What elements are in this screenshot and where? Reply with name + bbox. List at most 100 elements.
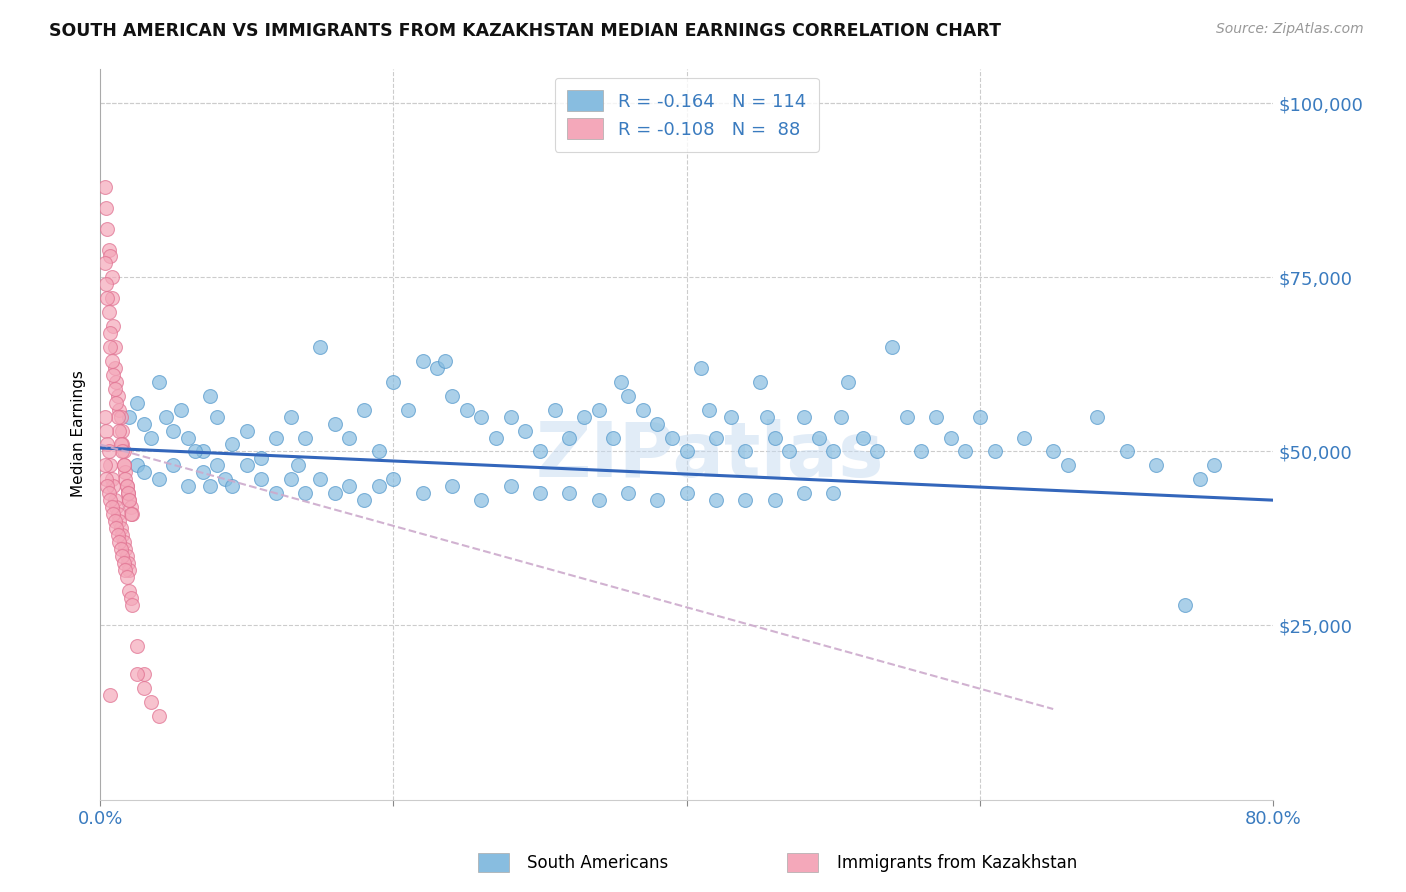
Point [125, 667, 148, 681]
Point [280, 409, 302, 424]
Point [134, 681, 156, 695]
Point [117, 486, 139, 500]
Text: Immigrants from Kazakhstan: Immigrants from Kazakhstan [837, 854, 1077, 871]
Point [101, 500, 124, 515]
Point [101, 270, 124, 285]
Point [198, 479, 221, 493]
Point [939, 430, 962, 444]
Point [793, 409, 815, 424]
Point [94, 472, 117, 486]
Point [112, 444, 135, 458]
Legend: R = -0.164   N = 114, R = -0.108   N =  88: R = -0.164 N = 114, R = -0.108 N = 88 [554, 78, 818, 152]
Point [823, 444, 845, 458]
Point [1012, 430, 1035, 444]
Point [807, 430, 830, 444]
Point [115, 479, 138, 493]
Point [100, 688, 122, 702]
Point [264, 430, 287, 444]
Point [852, 430, 875, 444]
Point [97, 305, 120, 319]
Point [118, 583, 141, 598]
Point [100, 493, 122, 508]
Point [499, 409, 522, 424]
Text: Source: ZipAtlas.com: Source: ZipAtlas.com [1216, 22, 1364, 37]
Point [617, 389, 640, 403]
Point [470, 409, 492, 424]
Point [118, 563, 141, 577]
Point [558, 430, 581, 444]
Point [734, 444, 756, 458]
Point [207, 458, 229, 473]
Point [184, 444, 207, 458]
Point [294, 430, 316, 444]
Point [114, 472, 136, 486]
Point [118, 493, 141, 508]
Point [96, 221, 118, 235]
Text: South Americans: South Americans [527, 854, 668, 871]
Point [704, 493, 727, 508]
Point [631, 402, 654, 417]
Point [97, 243, 120, 257]
Point [441, 479, 464, 493]
Point [110, 437, 132, 451]
Point [120, 591, 142, 605]
Point [100, 458, 122, 473]
Point [441, 389, 464, 403]
Point [103, 507, 125, 521]
Point [866, 444, 889, 458]
Point [111, 437, 134, 451]
Point [367, 479, 389, 493]
Point [339, 479, 361, 493]
Point [107, 409, 129, 424]
Text: SOUTH AMERICAN VS IMMIGRANTS FROM KAZAKHSTAN MEDIAN EARNINGS CORRELATION CHART: SOUTH AMERICAN VS IMMIGRANTS FROM KAZAKH… [49, 22, 1001, 40]
Point [1144, 458, 1167, 473]
Point [367, 444, 389, 458]
Point [103, 368, 125, 382]
Point [103, 479, 125, 493]
Point [720, 409, 742, 424]
Point [880, 340, 903, 354]
Point [94, 424, 117, 438]
Point [107, 528, 129, 542]
Point [93, 458, 115, 473]
Point [221, 479, 243, 493]
Point [191, 465, 214, 479]
Point [93, 179, 115, 194]
Point [94, 201, 117, 215]
Y-axis label: Median Earnings: Median Earnings [72, 370, 86, 498]
Point [104, 514, 127, 528]
Point [108, 514, 131, 528]
Point [602, 430, 624, 444]
Point [112, 458, 135, 473]
Point [101, 291, 124, 305]
Point [93, 256, 115, 270]
Point [823, 486, 845, 500]
Point [117, 556, 139, 570]
Point [110, 541, 132, 556]
Point [412, 486, 434, 500]
Point [107, 507, 129, 521]
Point [214, 472, 236, 486]
Point [104, 360, 127, 375]
Point [704, 430, 727, 444]
Point [114, 563, 136, 577]
Point [287, 458, 309, 473]
Point [426, 360, 449, 375]
Point [1085, 409, 1108, 424]
Point [1188, 472, 1211, 486]
Point [433, 354, 456, 368]
Point [515, 424, 537, 438]
Point [382, 472, 405, 486]
Point [925, 409, 948, 424]
Point [108, 535, 131, 549]
Point [110, 521, 132, 535]
Point [93, 409, 115, 424]
Point [134, 465, 156, 479]
Point [983, 444, 1005, 458]
Point [675, 444, 697, 458]
Point [690, 360, 713, 375]
Point [101, 472, 124, 486]
Point [456, 402, 478, 417]
Point [763, 493, 786, 508]
Point [105, 375, 128, 389]
